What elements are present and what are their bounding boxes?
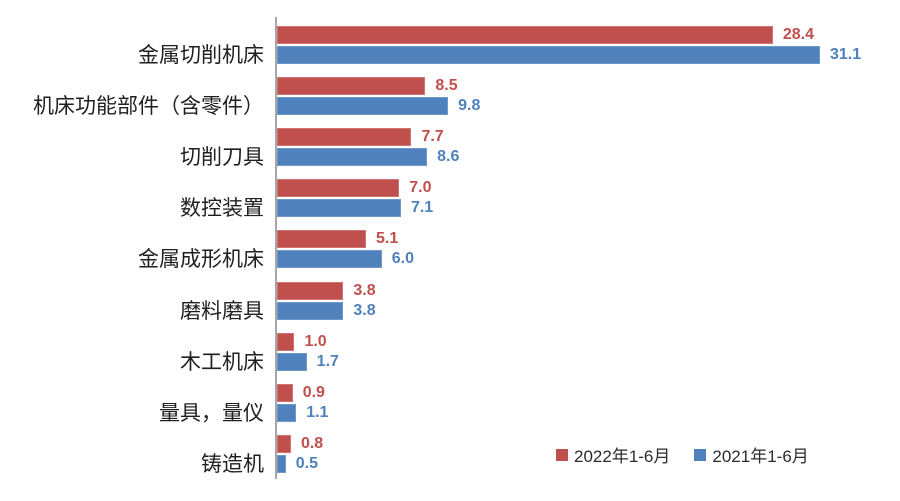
legend-label-2022: 2022年1-6月 [574, 447, 671, 466]
value-label: 7.0 [409, 179, 432, 197]
bar-2022年1-6月 [277, 179, 400, 198]
value-label: 1.1 [306, 403, 329, 421]
bar-2022年1-6月 [277, 434, 291, 453]
value-label: 8.5 [435, 77, 458, 95]
category-label: 金属切削机床 [138, 43, 264, 67]
bar-2021年1-6月 [277, 454, 286, 473]
legend-item-2022: 2022年1-6月 [556, 442, 670, 467]
y-axis-line [275, 17, 277, 479]
bar-2021年1-6月 [277, 352, 307, 371]
category-label: 磨料磨具 [180, 298, 264, 323]
category-label: 铸造机 [201, 451, 264, 476]
category-label: 木工机床 [180, 349, 264, 374]
value-label: 0.9 [302, 383, 325, 401]
value-label: 1.0 [304, 332, 327, 350]
value-label: 5.1 [376, 230, 399, 248]
value-label: 31.1 [830, 46, 862, 63]
bar-2021年1-6月 [277, 250, 382, 269]
category-label: 金属成形机床 [138, 247, 264, 272]
bar-2022年1-6月 [277, 230, 367, 249]
bar-2021年1-6月 [277, 199, 401, 218]
value-label: 8.6 [437, 148, 460, 166]
category-label: 切削刀具 [180, 145, 264, 170]
value-label: 6.0 [391, 250, 414, 268]
value-label: 28.4 [782, 26, 814, 43]
bar-2022年1-6月 [277, 128, 412, 147]
legend-item-2021: 2021年1-6月 [694, 442, 809, 467]
value-label: 3.8 [353, 301, 376, 319]
bar-2022年1-6月 [277, 383, 293, 402]
bar-2021年1-6月 [277, 46, 820, 64]
value-label: 7.7 [421, 128, 444, 146]
category-label: 机床功能部件（含零件） [33, 94, 264, 119]
value-label: 0.5 [295, 454, 318, 472]
legend-swatch-2021 [694, 448, 707, 461]
category-label: 量具，量仪 [159, 400, 264, 425]
legend-label-2021: 2021年1-6月 [712, 447, 809, 466]
value-label: 7.1 [410, 199, 434, 217]
value-label: 1.7 [316, 352, 339, 370]
value-label: 0.8 [300, 434, 324, 452]
value-label: 3.8 [353, 281, 376, 299]
category-label: 数控装置 [180, 196, 264, 221]
bar-2022年1-6月 [277, 77, 426, 96]
bar-2022年1-6月 [277, 332, 295, 351]
legend-swatch-2022 [556, 448, 568, 461]
bar-2022年1-6月 [277, 26, 773, 44]
value-label: 9.8 [458, 97, 481, 115]
bar-2021年1-6月 [277, 97, 449, 116]
bar-2021年1-6月 [277, 301, 344, 320]
bar-2022年1-6月 [277, 281, 344, 300]
bar-2021年1-6月 [277, 148, 428, 167]
bar-2021年1-6月 [277, 403, 297, 422]
legend: 2022年1-6月 2021年1-6月 [556, 442, 809, 467]
